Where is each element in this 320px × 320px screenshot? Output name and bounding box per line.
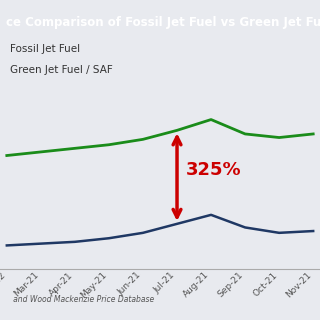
Text: Fossil Jet Fuel: Fossil Jet Fuel xyxy=(10,44,80,54)
Text: ce Comparison of Fossil Jet Fuel vs Green Jet Fuel (: ce Comparison of Fossil Jet Fuel vs Gree… xyxy=(6,16,320,29)
Text: and Wood Mackenzie Price Database: and Wood Mackenzie Price Database xyxy=(6,295,155,304)
Text: Green Jet Fuel / SAF: Green Jet Fuel / SAF xyxy=(10,65,112,75)
Text: 325%: 325% xyxy=(186,161,241,179)
